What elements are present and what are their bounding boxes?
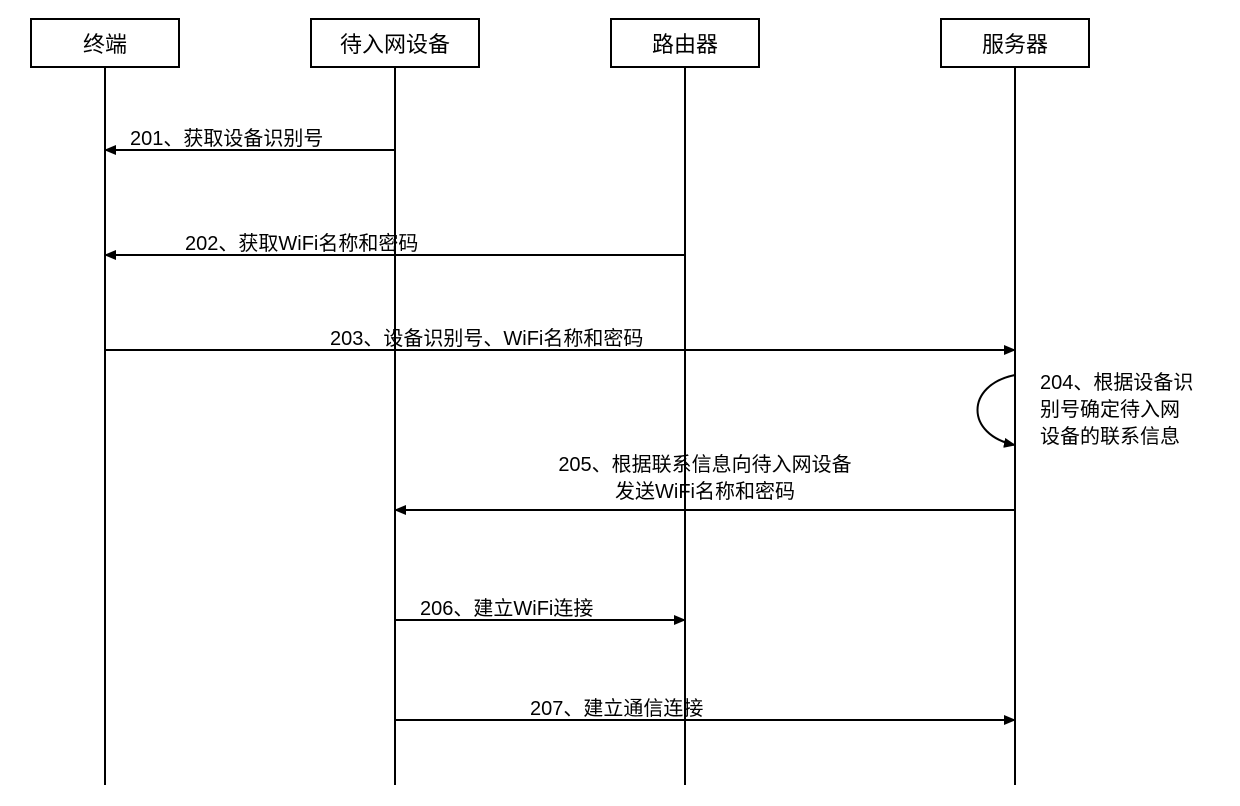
label-205-line2: 发送WiFi名称和密码: [615, 481, 795, 503]
label-206: 206、建立WiFi连接: [420, 592, 593, 621]
label-202: 202、获取WiFi名称和密码: [185, 227, 418, 256]
sequence-diagram: 终端 待入网设备 路由器 服务器 201、获取设备: [0, 0, 1240, 806]
label-207: 207、建立通信连接: [530, 692, 703, 721]
label-203: 203、设备识别号、WiFi名称和密码: [330, 322, 643, 351]
arrow-204-self: [978, 375, 1016, 445]
label-204-line1: 204、根据设备识: [1040, 372, 1193, 394]
label-204: 204、根据设备识 别号确定待入网 设备的联系信息: [1040, 370, 1193, 451]
label-204-line3: 设备的联系信息: [1040, 426, 1180, 448]
label-205-line1: 205、根据联系信息向待入网设备: [558, 454, 851, 476]
label-201: 201、获取设备识别号: [130, 122, 323, 151]
label-204-line2: 别号确定待入网: [1040, 399, 1180, 421]
label-205: 205、根据联系信息向待入网设备 发送WiFi名称和密码: [425, 452, 985, 506]
